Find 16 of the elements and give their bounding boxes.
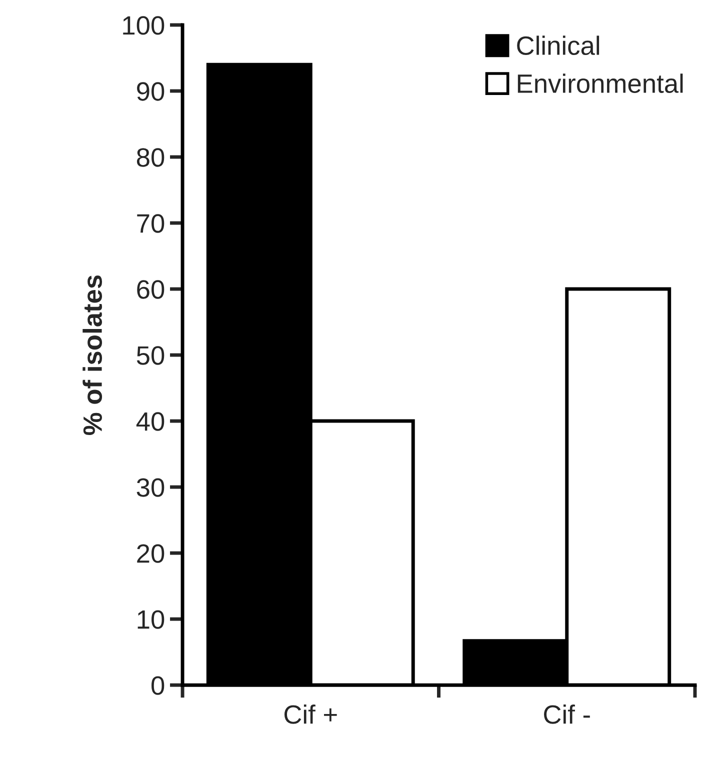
y-tick-label: 100: [123, 16, 164, 35]
x-tick-label: Cif -: [544, 704, 590, 724]
legend-label: Environmental: [518, 74, 683, 93]
y-tick-label: 70: [137, 214, 164, 233]
y-tick-label: 20: [137, 544, 164, 563]
y-tick-label: 30: [136, 478, 164, 497]
y-tick-label: 80: [136, 148, 164, 167]
legend-label: Clinical: [517, 36, 600, 56]
y-tick-label: 50: [136, 346, 164, 365]
y-tick-label: 60: [137, 280, 164, 299]
y-tick-label: 0: [152, 676, 164, 695]
y-tick-label: 40: [136, 412, 164, 431]
y-axis-title: % of isolates: [82, 275, 102, 436]
y-tick-label: 10: [138, 610, 164, 629]
y-tick-label: 90: [137, 82, 164, 101]
x-tick-label: Cif +: [284, 704, 337, 724]
